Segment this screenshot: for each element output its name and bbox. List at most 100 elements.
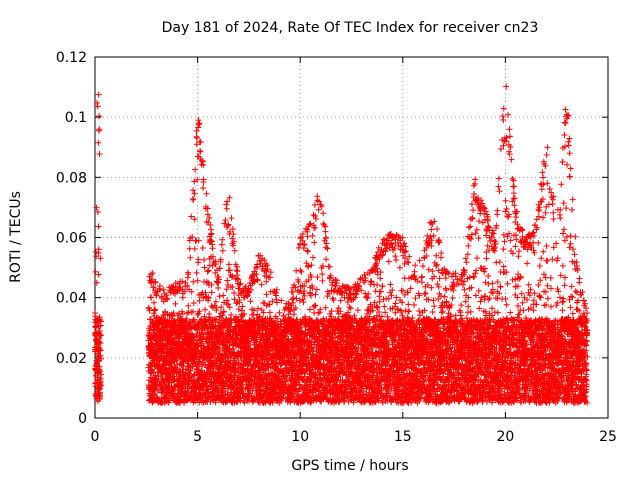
x-tick-label: 5 [193,429,202,445]
data-point [213,304,220,311]
data-point [206,214,213,221]
data-point [223,201,230,208]
data-point [323,234,330,241]
data-point [201,264,208,271]
data-point [94,103,101,110]
data-point [180,340,187,347]
data-point [184,282,191,289]
data-point [219,247,226,254]
data-point [347,305,354,312]
data-point [96,113,103,120]
data-point [202,289,209,296]
data-point [322,228,329,235]
data-point [216,293,223,300]
data-point [234,268,241,275]
y-tick-label: 0 [78,411,87,427]
data-point [226,304,233,311]
data-point [96,150,103,157]
data-point [190,278,197,285]
data-point [194,277,201,284]
data-point [219,236,226,243]
data-point [216,265,223,272]
data-point [206,310,213,317]
data-point [189,233,196,240]
y-axis: 00.020.040.060.080.10.12 [56,50,608,427]
data-point [254,277,261,284]
data-point [181,288,188,295]
data-point [200,185,207,192]
data-point [95,246,102,253]
data-point [197,358,204,365]
data-point [173,370,180,377]
x-axis: 0 5 10 15 20 25 [91,57,617,445]
data-point [266,301,273,308]
data-point [98,355,105,362]
data-point [220,292,227,299]
chart-title: Day 181 of 2024, Rate Of TEC Index for r… [162,20,539,36]
data-point [149,276,156,283]
data-point [309,232,316,239]
data-point [174,284,181,291]
data-point [196,297,203,304]
data-point [309,254,316,261]
data-point [98,371,105,378]
data-point [97,391,104,398]
data-point [203,278,210,285]
data-point [165,396,172,403]
data-point [168,363,175,370]
data-point [231,247,238,254]
data-point [97,368,104,375]
data-point [195,237,202,244]
data-point [187,373,194,380]
data-point [326,263,333,270]
data-point [311,239,318,246]
data-point [174,390,181,397]
data-point [235,306,242,313]
data-point [220,309,227,316]
data-point [96,316,103,323]
data-point [186,245,193,252]
data-point [145,361,152,368]
data-point [149,366,156,373]
data-point [95,139,102,146]
data-point [95,91,102,98]
data-point [172,300,179,307]
data-point [191,318,198,325]
data-point [222,217,229,224]
data-point [306,306,313,313]
data-point [169,313,176,320]
data-point [197,317,204,324]
data-point [208,289,215,296]
data-point [166,346,173,353]
y-tick-label: 0.06 [56,231,87,247]
data-point [172,279,179,286]
data-point [267,274,274,281]
data-point [97,347,104,354]
data-point [224,277,231,284]
data-point [187,367,194,374]
data-point [204,268,211,275]
data-point [146,307,153,314]
data-point [199,157,206,164]
data-point [204,211,211,218]
data-point [97,340,104,347]
data-point [170,310,177,316]
data-point [174,366,181,373]
data-point [94,208,101,215]
data-point [267,269,274,276]
data-point [210,354,217,361]
data-point [171,373,178,380]
data-point [197,138,204,145]
data-point [94,99,101,106]
data-point [191,190,198,197]
data-point [187,392,194,399]
data-point [205,267,212,274]
data-point [97,332,104,339]
data-point [200,340,207,347]
data-point [190,187,197,194]
data-point [354,307,361,314]
data-point [312,224,319,231]
data-point [93,279,100,286]
data-point [300,242,307,249]
data-point [320,210,327,217]
